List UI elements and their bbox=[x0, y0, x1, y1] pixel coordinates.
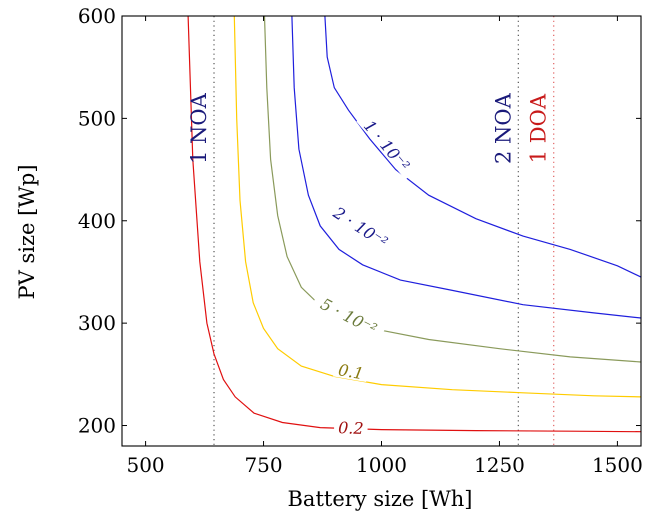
contour-label-0: 0.2 bbox=[338, 418, 364, 438]
reference-label-0: 1 NOA bbox=[187, 92, 211, 164]
y-tick-label-1: 300 bbox=[78, 311, 116, 335]
contour-label-3: 2 · 10⁻² bbox=[329, 202, 391, 252]
contour-label-4: 1 · 10⁻² bbox=[360, 116, 414, 175]
y-tick-label-2: 400 bbox=[78, 209, 116, 233]
contour-label-1: 0.1 bbox=[337, 360, 365, 383]
y-tick-label-4: 600 bbox=[78, 4, 116, 28]
x-tick-label-4: 1500 bbox=[592, 453, 643, 477]
x-tick-label-0: 500 bbox=[126, 453, 164, 477]
x-axis-label: Battery size [Wh] bbox=[288, 487, 473, 511]
contour-line-0 bbox=[187, 16, 641, 433]
reference-label-1: 2 NOA bbox=[491, 92, 515, 164]
axes: 500 750 1000 1250 1500 200 300 400 500 600 bbox=[78, 4, 643, 477]
x-tick-label-1: 750 bbox=[244, 453, 282, 477]
plot-area: 1 NOA 2 NOA 1 DOA 0.2 0.1 5 · 10⁻² 2 · 10⁻² 1 ·… bbox=[187, 16, 641, 446]
x-tick-label-2: 1000 bbox=[356, 453, 407, 477]
contour-line-4 bbox=[324, 16, 641, 278]
x-tick-label-3: 1250 bbox=[474, 453, 525, 477]
contour-label-2: 5 · 10⁻² bbox=[317, 294, 380, 339]
y-axis-label: PV size [Wp] bbox=[15, 164, 39, 299]
contour-line-1 bbox=[233, 16, 641, 398]
contour-line-3 bbox=[291, 16, 641, 319]
y-tick-label-0: 200 bbox=[78, 414, 116, 438]
reference-label-2: 1 DOA bbox=[527, 93, 551, 163]
y-tick-label-3: 500 bbox=[78, 106, 116, 130]
